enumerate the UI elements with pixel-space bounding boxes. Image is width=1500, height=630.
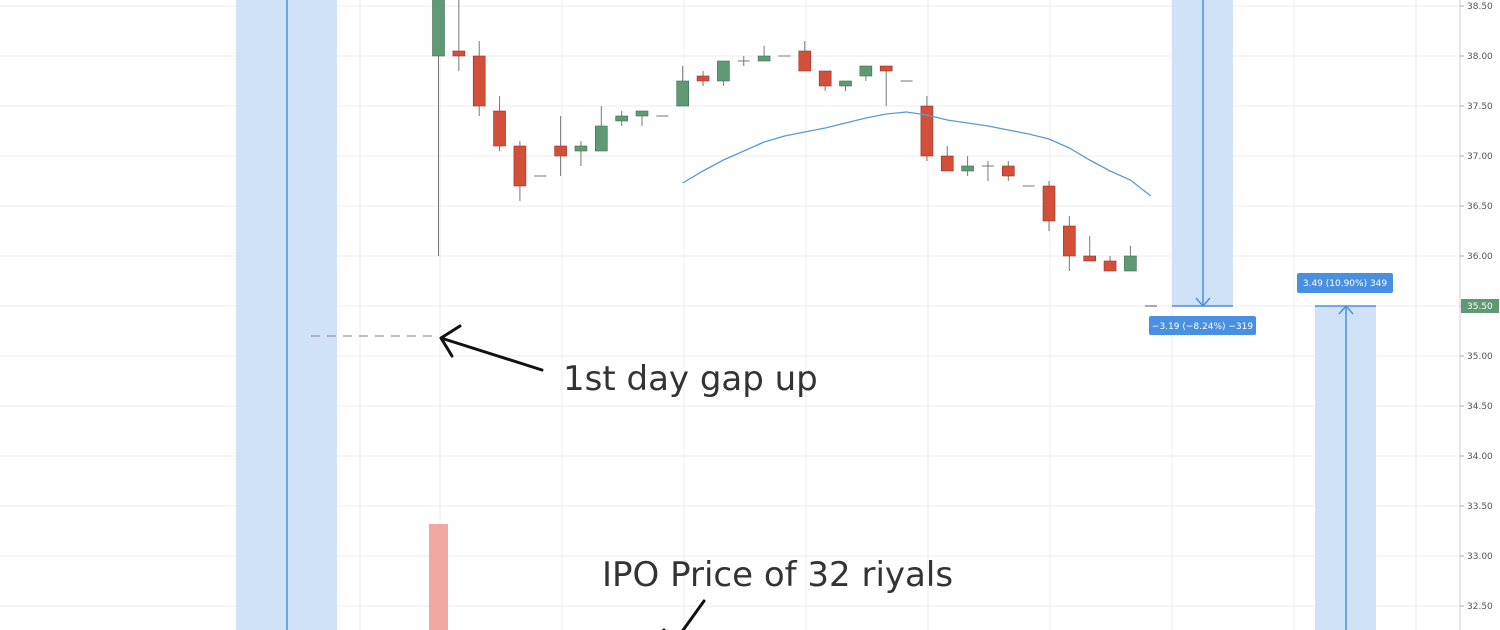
price-axis-tick-label: 38.50: [1467, 2, 1493, 12]
candle-body: [940, 155, 954, 172]
candle: [879, 65, 893, 106]
annotation-ipo-price: IPO Price of 32 riyals: [602, 555, 953, 595]
candle-body: [879, 65, 893, 72]
candle-body: [554, 145, 567, 157]
price-axis-tick-label: 37.00: [1467, 152, 1493, 162]
candle: [635, 110, 649, 126]
candle: [594, 106, 608, 152]
last-price-label: 35.50: [1467, 302, 1493, 312]
candle: [1103, 256, 1117, 272]
candle: [676, 66, 690, 107]
measure-down-tag: [1149, 316, 1256, 335]
price-tags: 35.50 −3.19 (−8.24%) −319 3.49 (10.90%) 34…: [1145, 273, 1499, 335]
measure-down-label: −3.19 (−8.24%) −319: [1152, 322, 1253, 332]
candle: [818, 70, 832, 91]
candle-body: [615, 115, 628, 122]
candlestick-series: [432, 0, 1157, 307]
annotations: 1st day gap up IPO Price of 32 riyals: [311, 324, 953, 630]
candle: [493, 96, 506, 151]
candle-body: [432, 0, 445, 57]
price-axis-tick-label: 33.50: [1467, 502, 1493, 512]
candle-body: [757, 55, 771, 62]
candle-body: [1042, 185, 1056, 222]
price-axis[interactable]: 38.50 38.00 37.50 37.00 36.50 36.00 35.50 35.00…: [1459, 0, 1500, 630]
candle-body: [1083, 255, 1096, 262]
measure-up-label: 3.49 (10.90%) 349: [1303, 279, 1388, 289]
candle: [1042, 181, 1056, 231]
candle-body: [1001, 165, 1015, 177]
candle-body: [635, 110, 649, 117]
candle: [574, 141, 588, 166]
candle: [432, 0, 445, 256]
candle-body: [472, 55, 486, 107]
candle: [696, 71, 710, 86]
candle: [452, 0, 466, 71]
moving-average-line: [682, 111, 1152, 197]
candle-body: [452, 50, 466, 57]
candle-body: [696, 75, 710, 82]
gap-arrow-icon: [439, 324, 544, 372]
measure-up-tag: [1297, 273, 1393, 293]
last-price-tag: [1461, 299, 1499, 313]
volume-bars: [429, 524, 448, 630]
measure-ranges: [236, 0, 1376, 630]
ipo-arrow-icon: [681, 599, 706, 630]
candle-body: [493, 110, 506, 147]
candle: [839, 80, 852, 91]
candle: [920, 96, 934, 161]
moving-average-series: [682, 111, 1152, 197]
candle: [1063, 216, 1076, 271]
candle-body: [961, 165, 974, 172]
price-axis-tick-label: 37.50: [1467, 102, 1493, 112]
price-axis-tick-label: 34.00: [1467, 452, 1493, 462]
candle-body: [839, 80, 852, 87]
annotation-gap-up: 1st day gap up: [563, 359, 818, 399]
candle-body: [594, 125, 608, 152]
candle-body: [1103, 260, 1117, 272]
candle-body: [920, 105, 934, 157]
price-axis-tick-label: 35.00: [1467, 352, 1493, 362]
candle: [615, 111, 628, 126]
candle: [961, 156, 974, 176]
price-axis-tick-label: 32.50: [1467, 602, 1493, 612]
candle-body: [1063, 225, 1076, 257]
candle: [554, 116, 567, 176]
candle: [940, 146, 954, 172]
candle-body: [513, 145, 527, 187]
candle: [513, 141, 527, 201]
price-axis-tick-label: 36.50: [1467, 202, 1493, 212]
arrow-down-icon: [1195, 297, 1211, 308]
candle: [981, 161, 994, 181]
chart-grid: [0, 0, 1460, 630]
candle: [1083, 236, 1096, 262]
candle: [737, 56, 750, 66]
candle-body: [574, 145, 588, 152]
volume-bar: [429, 524, 448, 630]
candle: [798, 41, 812, 72]
candle: [1001, 161, 1015, 181]
price-axis-tick-label: 38.00: [1467, 52, 1493, 62]
price-axis-tick-label: 36.00: [1467, 252, 1493, 262]
candle-body: [818, 70, 832, 87]
candle: [472, 41, 486, 116]
candle-body: [798, 50, 812, 72]
arrow-up-icon: [1338, 304, 1354, 315]
candle-body: [676, 80, 690, 107]
candle: [757, 46, 771, 62]
candle: [859, 65, 873, 81]
price-axis-tick-label: 34.50: [1467, 402, 1493, 412]
candle: [717, 60, 730, 86]
candle: [1124, 246, 1137, 272]
candle-body: [717, 60, 730, 82]
price-axis-background: [1460, 0, 1500, 630]
candle-body: [1124, 255, 1137, 272]
price-axis-tick-label: 33.00: [1467, 552, 1493, 562]
candle-body: [859, 65, 873, 77]
